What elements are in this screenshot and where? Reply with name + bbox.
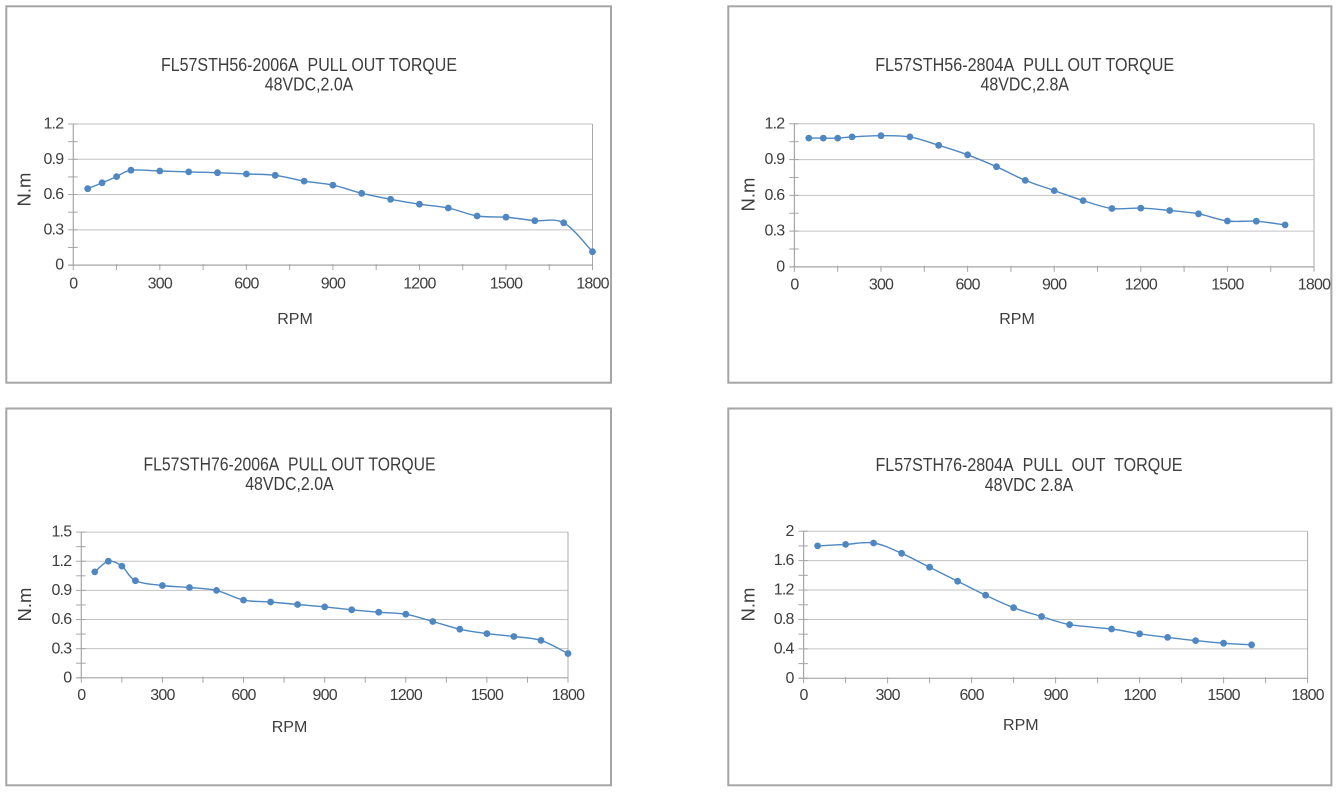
svg-text:FL57STH56-2006A PULL OUT TORQ: FL57STH56-2006A PULL OUT TORQUE: [161, 54, 457, 75]
svg-text:1.2: 1.2: [765, 115, 786, 132]
svg-text:RPM: RPM: [272, 719, 308, 736]
svg-text:48VDC,2.0A: 48VDC,2.0A: [245, 473, 334, 494]
svg-text:1.2: 1.2: [43, 116, 64, 133]
svg-text:0: 0: [77, 687, 86, 704]
svg-text:1.6: 1.6: [774, 552, 795, 569]
svg-text:300: 300: [150, 687, 175, 704]
svg-text:0.9: 0.9: [43, 151, 64, 168]
svg-text:0.3: 0.3: [765, 223, 786, 240]
svg-text:FL57STH76-2804A PULL OUT TO: FL57STH76-2804A PULL OUT TORQUE: [876, 454, 1183, 475]
svg-text:300: 300: [148, 276, 173, 293]
svg-text:600: 600: [955, 277, 980, 294]
svg-text:0.3: 0.3: [43, 221, 64, 238]
svg-text:0.6: 0.6: [51, 611, 72, 628]
svg-text:1800: 1800: [1298, 277, 1331, 294]
svg-text:900: 900: [321, 276, 346, 293]
svg-text:0.3: 0.3: [51, 640, 72, 657]
svg-text:300: 300: [875, 687, 900, 704]
svg-text:0: 0: [785, 670, 794, 687]
svg-text:0: 0: [790, 277, 799, 294]
svg-text:2: 2: [785, 523, 794, 540]
svg-text:N.m: N.m: [14, 173, 35, 207]
svg-text:0.9: 0.9: [765, 151, 786, 168]
svg-text:0.4: 0.4: [774, 641, 795, 658]
svg-text:600: 600: [234, 276, 259, 293]
svg-text:1200: 1200: [1125, 277, 1158, 294]
svg-text:1800: 1800: [552, 687, 585, 704]
svg-text:0.6: 0.6: [43, 186, 64, 203]
svg-text:1200: 1200: [390, 687, 423, 704]
svg-text:600: 600: [231, 687, 256, 704]
svg-text:300: 300: [869, 277, 894, 294]
svg-text:RPM: RPM: [999, 311, 1035, 328]
svg-text:FL57STH56-2804A PULL OUT TORQ: FL57STH56-2804A PULL OUT TORQUE: [875, 54, 1174, 75]
svg-text:N.m: N.m: [14, 588, 35, 622]
svg-text:1500: 1500: [1207, 687, 1240, 704]
svg-text:900: 900: [1043, 687, 1068, 704]
svg-text:1200: 1200: [403, 276, 436, 293]
svg-text:0.9: 0.9: [51, 582, 72, 599]
svg-text:RPM: RPM: [277, 311, 313, 328]
svg-text:FL57STH76-2006A PULL OUT TORQ: FL57STH76-2006A PULL OUT TORQUE: [144, 453, 436, 474]
svg-text:48VDC,2.0A: 48VDC,2.0A: [265, 74, 354, 95]
svg-text:1.2: 1.2: [51, 553, 72, 570]
svg-text:48VDC,2.8A: 48VDC,2.8A: [981, 74, 1070, 95]
svg-text:900: 900: [313, 687, 338, 704]
svg-text:1.2: 1.2: [774, 582, 795, 599]
svg-text:RPM: RPM: [1003, 717, 1039, 734]
svg-text:0.8: 0.8: [774, 611, 795, 628]
svg-text:N.m: N.m: [738, 178, 759, 212]
svg-text:48VDC 2.8A: 48VDC 2.8A: [985, 474, 1074, 495]
svg-text:N.m: N.m: [738, 588, 759, 622]
svg-text:0.6: 0.6: [765, 187, 786, 204]
svg-text:900: 900: [1042, 277, 1067, 294]
svg-text:0: 0: [55, 257, 64, 274]
svg-text:0: 0: [776, 259, 785, 276]
svg-text:1800: 1800: [1291, 687, 1324, 704]
svg-text:1.5: 1.5: [51, 524, 72, 541]
svg-text:1500: 1500: [1211, 277, 1244, 294]
svg-text:0: 0: [69, 276, 78, 293]
svg-text:1800: 1800: [576, 276, 609, 293]
svg-text:1500: 1500: [471, 687, 504, 704]
svg-text:1200: 1200: [1123, 687, 1156, 704]
svg-text:1500: 1500: [490, 276, 523, 293]
svg-text:600: 600: [959, 687, 984, 704]
svg-text:0: 0: [63, 669, 72, 686]
svg-text:0: 0: [800, 687, 809, 704]
